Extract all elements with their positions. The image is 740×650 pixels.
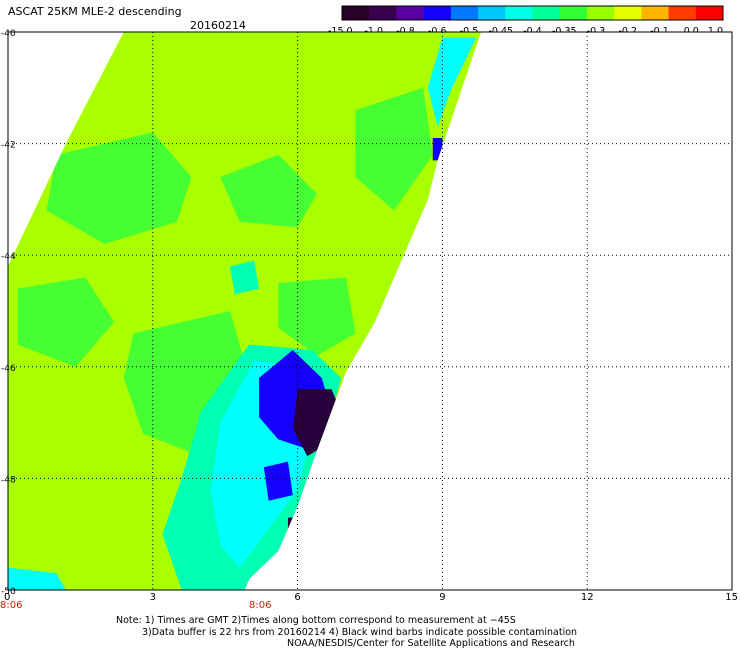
plot-frame	[7, 31, 733, 591]
colorbar-swatch-9	[586, 6, 615, 20]
colorbar	[341, 5, 724, 21]
y-tick-label-1: -42	[1, 141, 16, 151]
chart-title: ASCAT 25KM MLE-2 descending	[8, 5, 182, 18]
region-cyan-10	[8, 567, 66, 590]
colorbar-swatch-6	[505, 6, 533, 20]
note-line-2: 3)Data buffer is 22 hrs from 20160214 4)…	[142, 627, 578, 638]
colorbar-swatch-1	[369, 6, 397, 20]
y-tick-label-5: -50	[1, 587, 16, 597]
colorbar-swatch-13	[695, 6, 724, 20]
x-tick-label-0: 0	[4, 592, 10, 603]
colorbar-swatch-11	[641, 6, 670, 20]
colorbar-swatch-3	[423, 6, 452, 20]
x-tick-label-1: 3	[150, 592, 156, 603]
tick-layer: 0 3 6 9 12 15 -40 -42 -44 -46 -48 -50	[1, 29, 738, 603]
region-teal-6	[230, 260, 259, 295]
grid-layer	[8, 32, 732, 590]
region-blue-12	[263, 461, 293, 501]
region-cyan-9	[427, 37, 477, 127]
region-green-2	[355, 87, 433, 211]
time-label-right: 8:06	[249, 600, 271, 611]
region-green-0	[46, 132, 192, 245]
chart-date: 20160214	[190, 19, 246, 32]
colorbar-swatch-10	[614, 6, 642, 20]
colorbar-swatch-12	[668, 6, 697, 20]
colorbar-swatch-0	[342, 6, 370, 20]
y-tick-label-0: -40	[1, 29, 16, 39]
x-tick-label-3: 9	[439, 592, 445, 603]
colorbar-swatch-7	[532, 6, 561, 20]
time-label-left: 8:06	[0, 600, 22, 611]
note-line-1: Note: 1) Times are GMT 2)Times along bot…	[116, 615, 516, 626]
colorbar-swatch-8	[559, 6, 588, 20]
colorbar-swatch-5	[478, 6, 506, 20]
y-tick-label-4: -48	[1, 475, 16, 485]
x-tick-label-2: 6	[294, 592, 300, 603]
y-tick-label-3: -46	[1, 364, 16, 374]
colorbar-swatch-4	[450, 6, 479, 20]
x-tick-label-5: 15	[725, 592, 738, 603]
colorbar-swatch-2	[396, 6, 425, 20]
y-tick-label-2: -44	[1, 252, 16, 262]
plot-area	[7, 31, 733, 591]
x-tick-label-4: 12	[581, 592, 594, 603]
note-line-3: NOAA/NESDIS/Center for Satellite Applica…	[287, 638, 575, 649]
region-green-1	[220, 154, 317, 228]
region-green-3	[17, 277, 115, 367]
